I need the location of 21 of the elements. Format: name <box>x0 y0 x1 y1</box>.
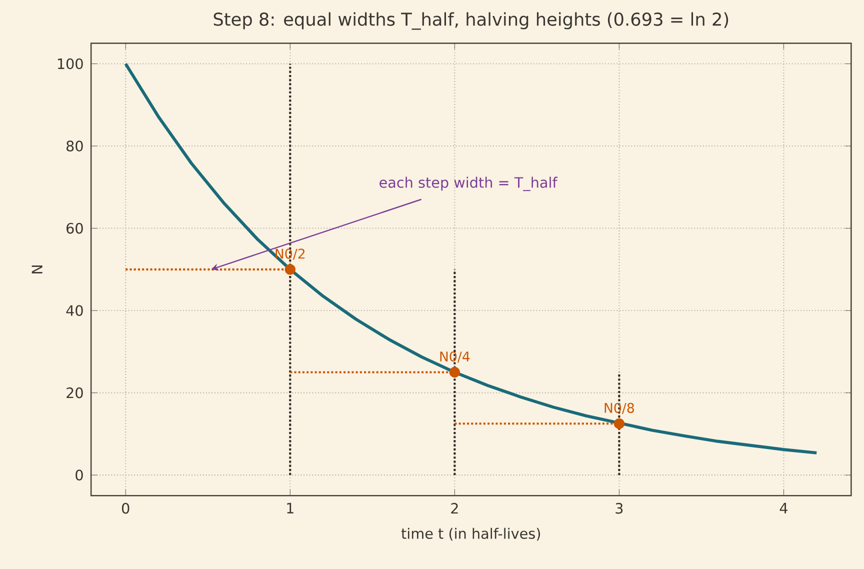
x-tick-label: 1 <box>287 502 294 514</box>
point <box>449 366 460 378</box>
x-tick-label: 3 <box>616 502 623 514</box>
annotation: N0/4 <box>440 351 470 362</box>
chart-title: Step 8: equal widths T_half, halving heights (0.693 = ln 2) <box>214 12 728 30</box>
x-tick-label: 4 <box>780 502 788 514</box>
y-tick-label: 80 <box>66 140 83 152</box>
x-tick-label: 2 <box>451 502 458 514</box>
annotation: each step width = T_half <box>380 176 558 191</box>
y-tick-label: 20 <box>66 387 83 398</box>
y-axis-title: N <box>32 265 42 274</box>
x-axis-title: time t (in half-lives) <box>401 528 540 541</box>
line-series <box>124 62 818 454</box>
y-tick-label: 0 <box>76 470 83 480</box>
y-tick-label: 100 <box>58 58 83 70</box>
y-tick-label: 40 <box>66 305 83 316</box>
point <box>284 264 296 275</box>
annotation: N0/8 <box>604 402 634 414</box>
y-tick-label: 60 <box>66 222 83 234</box>
x-tick-label: 0 <box>122 502 130 514</box>
point <box>614 418 625 429</box>
